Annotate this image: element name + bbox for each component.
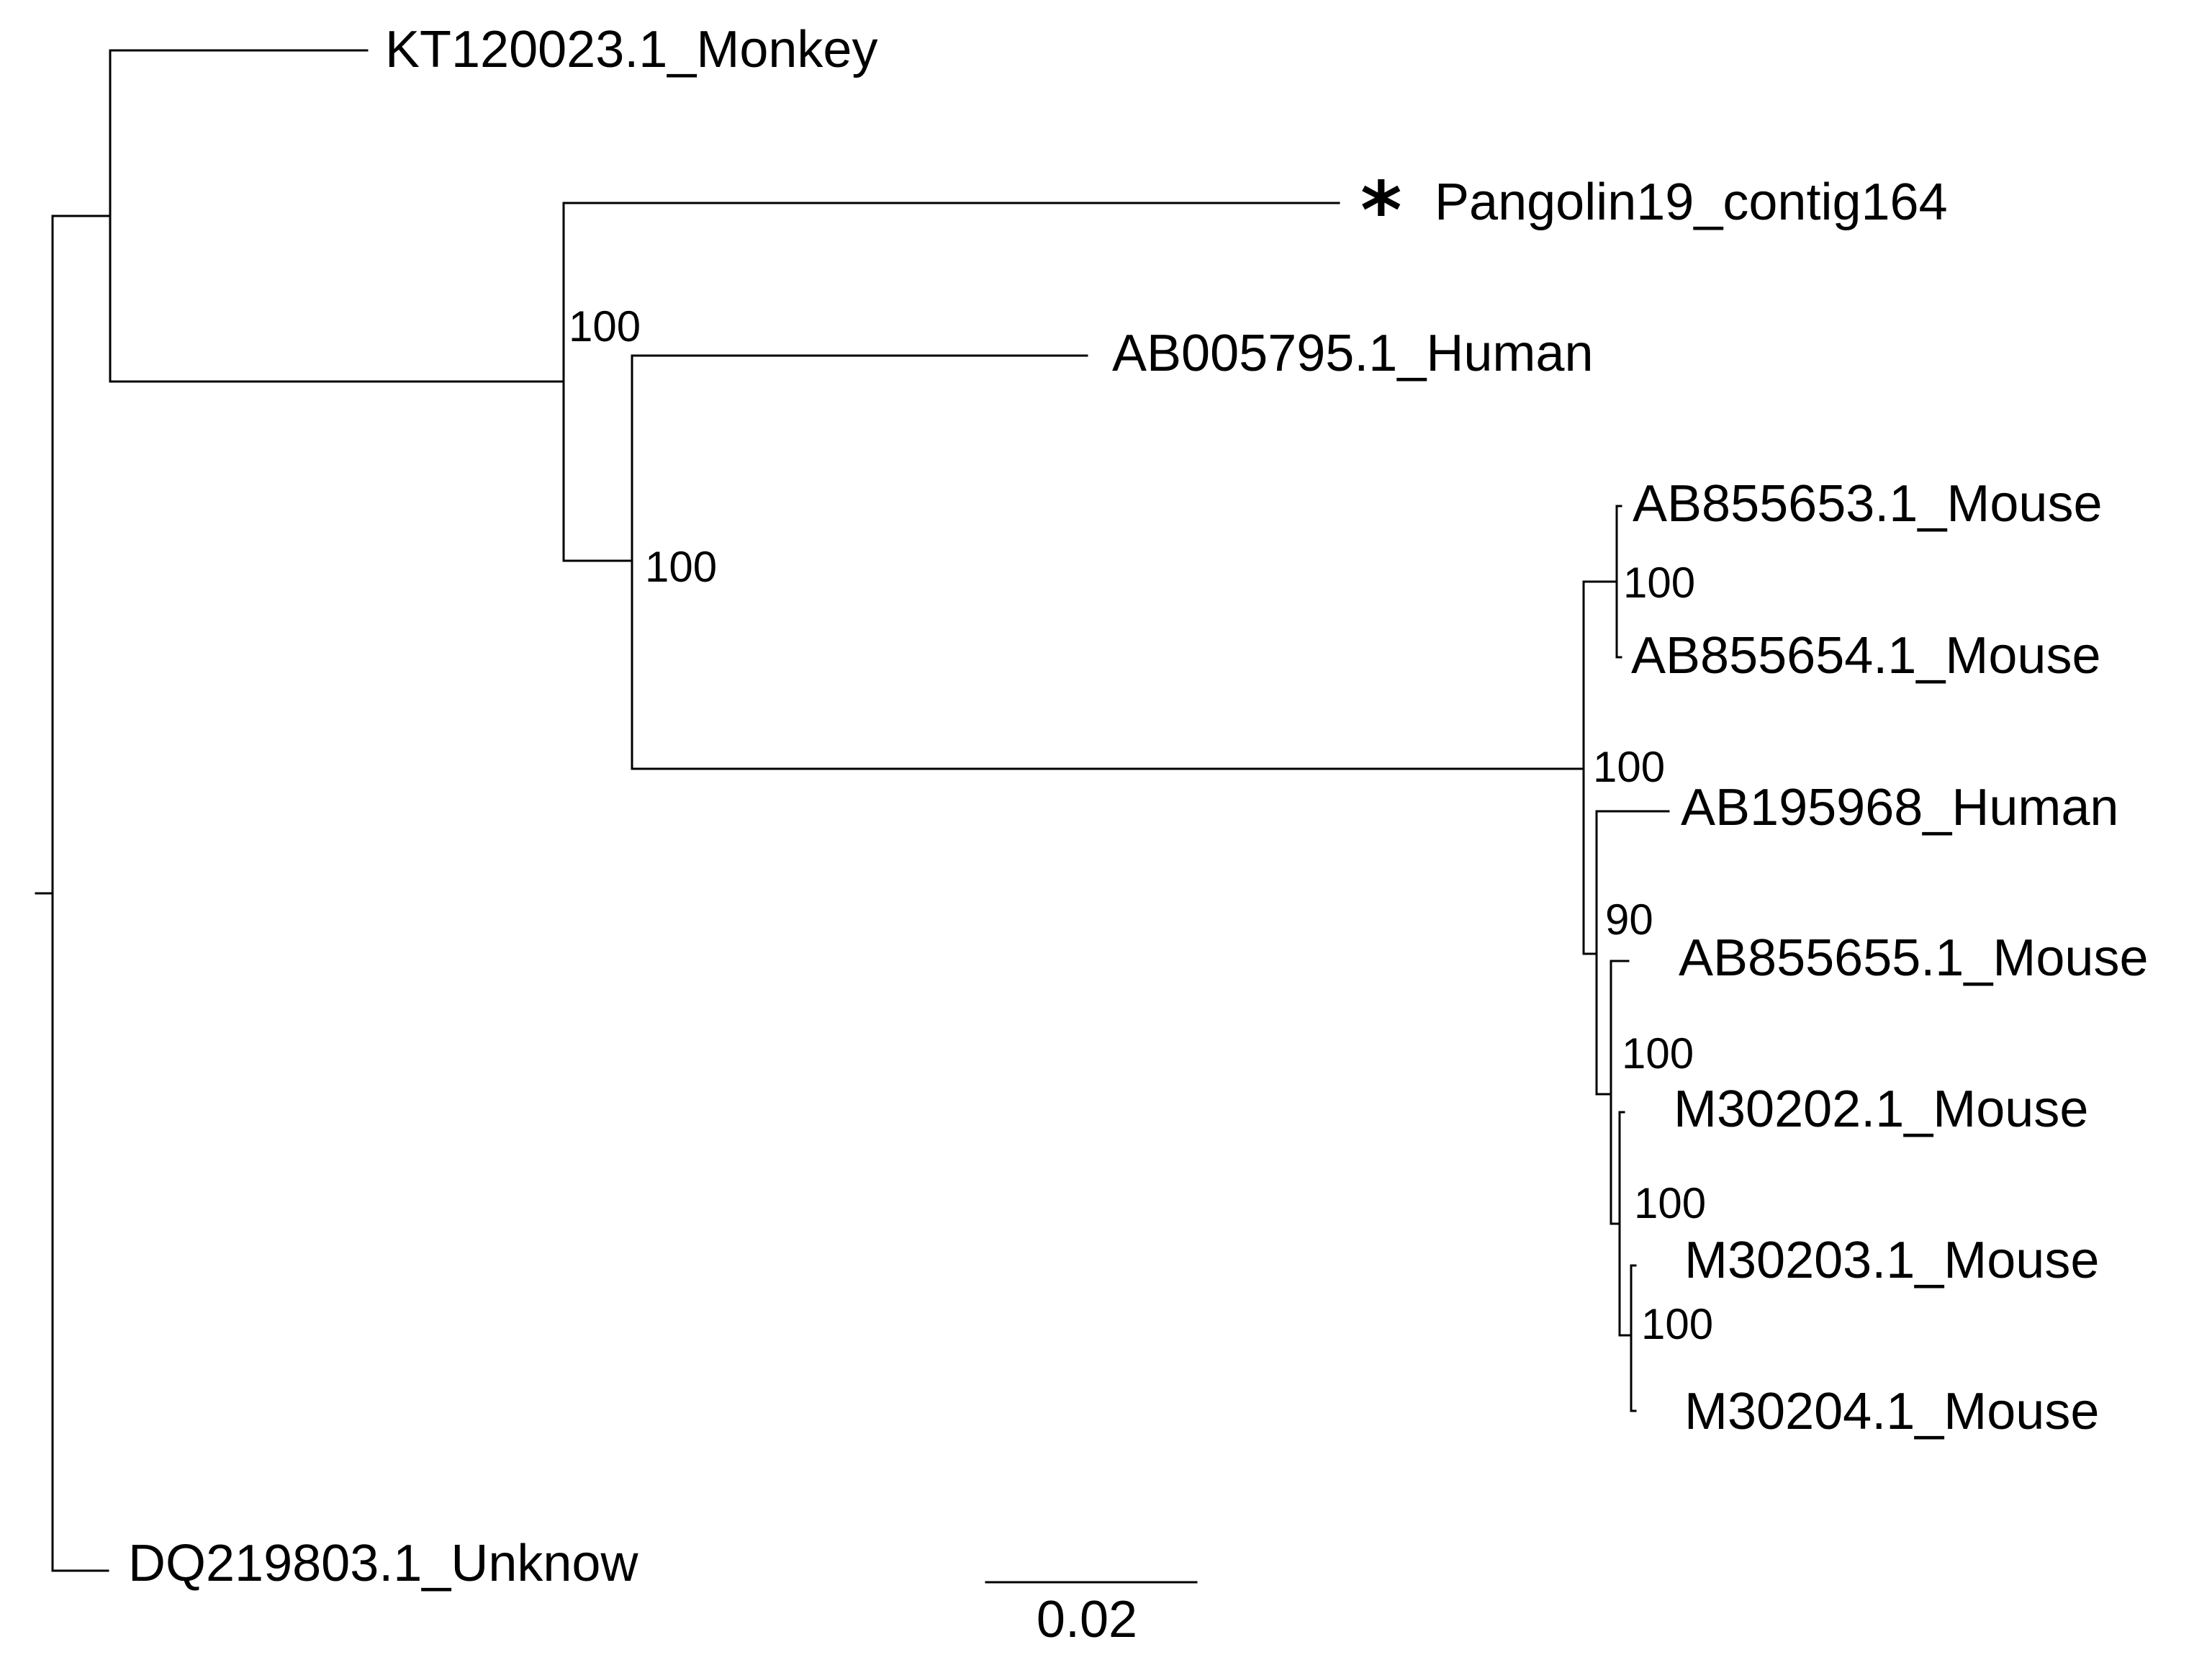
support-label: 100: [1641, 1300, 1713, 1348]
support-label: 90: [1605, 895, 1653, 944]
support-label: 100: [645, 543, 717, 591]
taxon-label-human-ab005795: AB005795.1_Human: [1112, 325, 1594, 382]
taxon-label-human-ab195968: AB195968_Human: [1681, 779, 2118, 836]
support-label: 100: [569, 302, 641, 351]
taxon-label-monkey: KT120023.1_Monkey: [385, 21, 877, 78]
taxon-label-mouse-m30204: M30204.1_Mouse: [1684, 1383, 2099, 1440]
support-label: 100: [1593, 743, 1665, 791]
taxon-label-mouse-m30203: M30203.1_Mouse: [1684, 1232, 2099, 1289]
asterisk-marker: *: [1360, 164, 1402, 256]
support-label: 100: [1634, 1179, 1706, 1227]
taxon-label-pangolin: Pangolin19_contig164: [1435, 173, 1948, 231]
scale-bar-label: 0.02: [1037, 1591, 1137, 1648]
taxon-label-mouse-ab855654: AB855654.1_Mouse: [1631, 627, 2101, 685]
taxon-label-mouse-m30202: M30202.1_Mouse: [1674, 1080, 2088, 1138]
taxon-label-mouse-ab855653: AB855653.1_Mouse: [1633, 475, 2103, 533]
support-label: 100: [1622, 1029, 1694, 1078]
taxon-label-unknown: DQ219803.1_Unknow: [128, 1535, 638, 1592]
support-label: 100: [1623, 559, 1695, 607]
taxon-label-mouse-ab855655: AB855655.1_Mouse: [1679, 929, 2149, 987]
